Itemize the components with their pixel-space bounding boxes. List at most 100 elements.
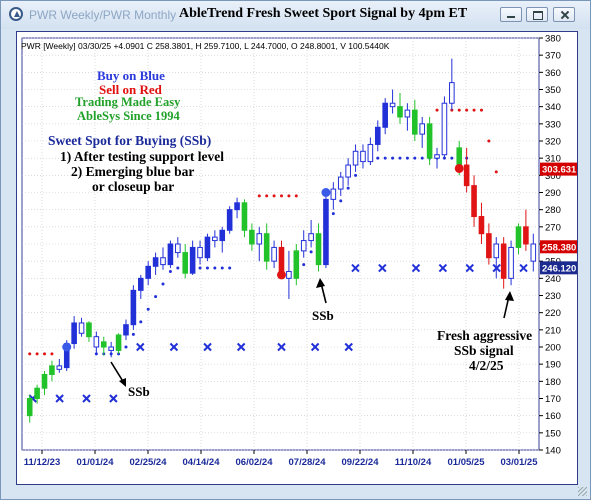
price-bar	[26, 395, 33, 423]
legend-sell: Sell on Red	[99, 82, 162, 97]
trend-dot	[302, 263, 306, 267]
trend-dot	[35, 352, 39, 356]
trend-dot	[479, 108, 483, 112]
price-bar	[315, 223, 322, 272]
x-tick-label: 01/05/25	[448, 457, 486, 468]
y-tick-label: 370	[545, 51, 561, 62]
trend-dot	[294, 194, 298, 198]
price-label: 303.631	[540, 162, 578, 176]
price-chart[interactable]: 1401501601701801902002102202302402502602…	[17, 32, 578, 484]
ssb-arrow-1-icon	[110, 361, 126, 387]
price-bar	[330, 182, 337, 210]
price-bar	[374, 120, 381, 152]
price-bar	[286, 250, 292, 299]
signal-circle	[454, 163, 464, 173]
trend-dot	[280, 194, 283, 198]
price-bar	[360, 144, 366, 169]
x-marker	[55, 394, 64, 403]
x-tick-label: 07/28/24	[289, 457, 327, 468]
title-bar[interactable]: PWR Weekly/PWR Monthly AbleTrend Fresh S…	[1, 1, 590, 29]
price-bar	[271, 240, 277, 269]
price-bar	[115, 333, 122, 354]
trend-dot	[176, 266, 180, 270]
x-marker	[351, 263, 360, 273]
x-marker	[438, 263, 448, 273]
header-info: PWR [Weekly] 03/30/25 +4.0901 C 258.3801…	[21, 41, 390, 51]
y-tick-label: 160	[545, 411, 561, 422]
price-bar	[160, 247, 166, 270]
trend-dot	[228, 266, 232, 270]
trend-dot	[146, 307, 150, 311]
signal-circle	[62, 342, 72, 352]
sweet-spot-line-1: 1) After testing support level	[60, 149, 224, 164]
price-bar	[189, 240, 196, 275]
price-bar	[41, 371, 48, 396]
price-bar	[515, 223, 522, 255]
price-label: 258.380	[540, 240, 578, 254]
chart-panel[interactable]: 1401501601701801902002102202302402502602…	[16, 31, 578, 485]
trend-dot	[465, 108, 469, 112]
price-bar	[434, 147, 440, 169]
price-bar	[300, 230, 307, 258]
price-bar	[182, 244, 189, 279]
price-bar	[493, 237, 500, 279]
price-bar	[293, 244, 300, 286]
resize-grip[interactable]	[578, 487, 587, 496]
trend-dot	[28, 352, 32, 356]
y-tick-label: 170	[545, 394, 561, 405]
trend-dot	[124, 345, 128, 349]
x-marker	[411, 263, 421, 273]
price-bar	[226, 206, 233, 234]
y-tick-label: 220	[545, 308, 561, 319]
signal-circle	[321, 188, 331, 197]
price-bar	[175, 237, 181, 258]
sweet-spot-line-2: 2) Emerging blue bar	[71, 164, 195, 179]
price-bar	[308, 219, 314, 248]
trend-dot	[220, 266, 224, 270]
svg-text:303.631: 303.631	[542, 165, 577, 176]
price-bar	[130, 285, 137, 330]
minimize-button[interactable]	[500, 7, 522, 22]
trend-dot	[265, 194, 269, 198]
x-marker	[236, 342, 246, 352]
maximize-button[interactable]	[526, 7, 548, 22]
close-button[interactable]	[553, 7, 575, 22]
x-marker	[136, 342, 145, 352]
price-bar	[323, 192, 329, 269]
fresh-signal-line-3: 4/2/25	[469, 358, 504, 373]
price-bar	[197, 240, 203, 265]
trend-dot	[272, 194, 276, 198]
x-marker	[277, 342, 286, 352]
price-bar	[93, 331, 100, 354]
y-tick-label: 240	[545, 274, 561, 285]
price-bar	[412, 99, 418, 141]
sweet-spot-heading: Sweet Spot for Buying (SSb)	[48, 133, 212, 148]
y-tick-label: 140	[545, 446, 561, 457]
trend-dot	[354, 173, 358, 177]
fresh-signal-line-1: Fresh aggressive	[437, 328, 533, 343]
x-marker	[203, 342, 212, 352]
price-bar	[352, 144, 359, 172]
trend-dot	[43, 352, 47, 356]
ssb-label-2: SSb	[312, 308, 334, 323]
y-tick-label: 280	[545, 205, 561, 216]
price-bar	[478, 202, 485, 244]
x-marker	[344, 342, 353, 352]
y-tick-label: 200	[545, 343, 561, 354]
price-bar	[123, 319, 129, 341]
legend-tagline-2: AbleSys Since 1994	[77, 109, 180, 123]
price-bar	[382, 98, 388, 135]
trend-dot	[413, 156, 417, 160]
y-tick-label: 360	[545, 68, 561, 79]
x-marker	[310, 342, 320, 352]
y-tick-label: 330	[545, 119, 561, 130]
signal-circle	[277, 270, 286, 280]
trend-dot	[139, 320, 143, 324]
price-bar	[471, 175, 477, 227]
y-tick-label: 290	[545, 188, 561, 199]
y-tick-label: 310	[545, 154, 561, 165]
trend-dot	[50, 352, 54, 356]
ssb-label-1: SSb	[128, 384, 150, 399]
trend-dot	[131, 332, 135, 336]
x-marker	[169, 342, 179, 352]
